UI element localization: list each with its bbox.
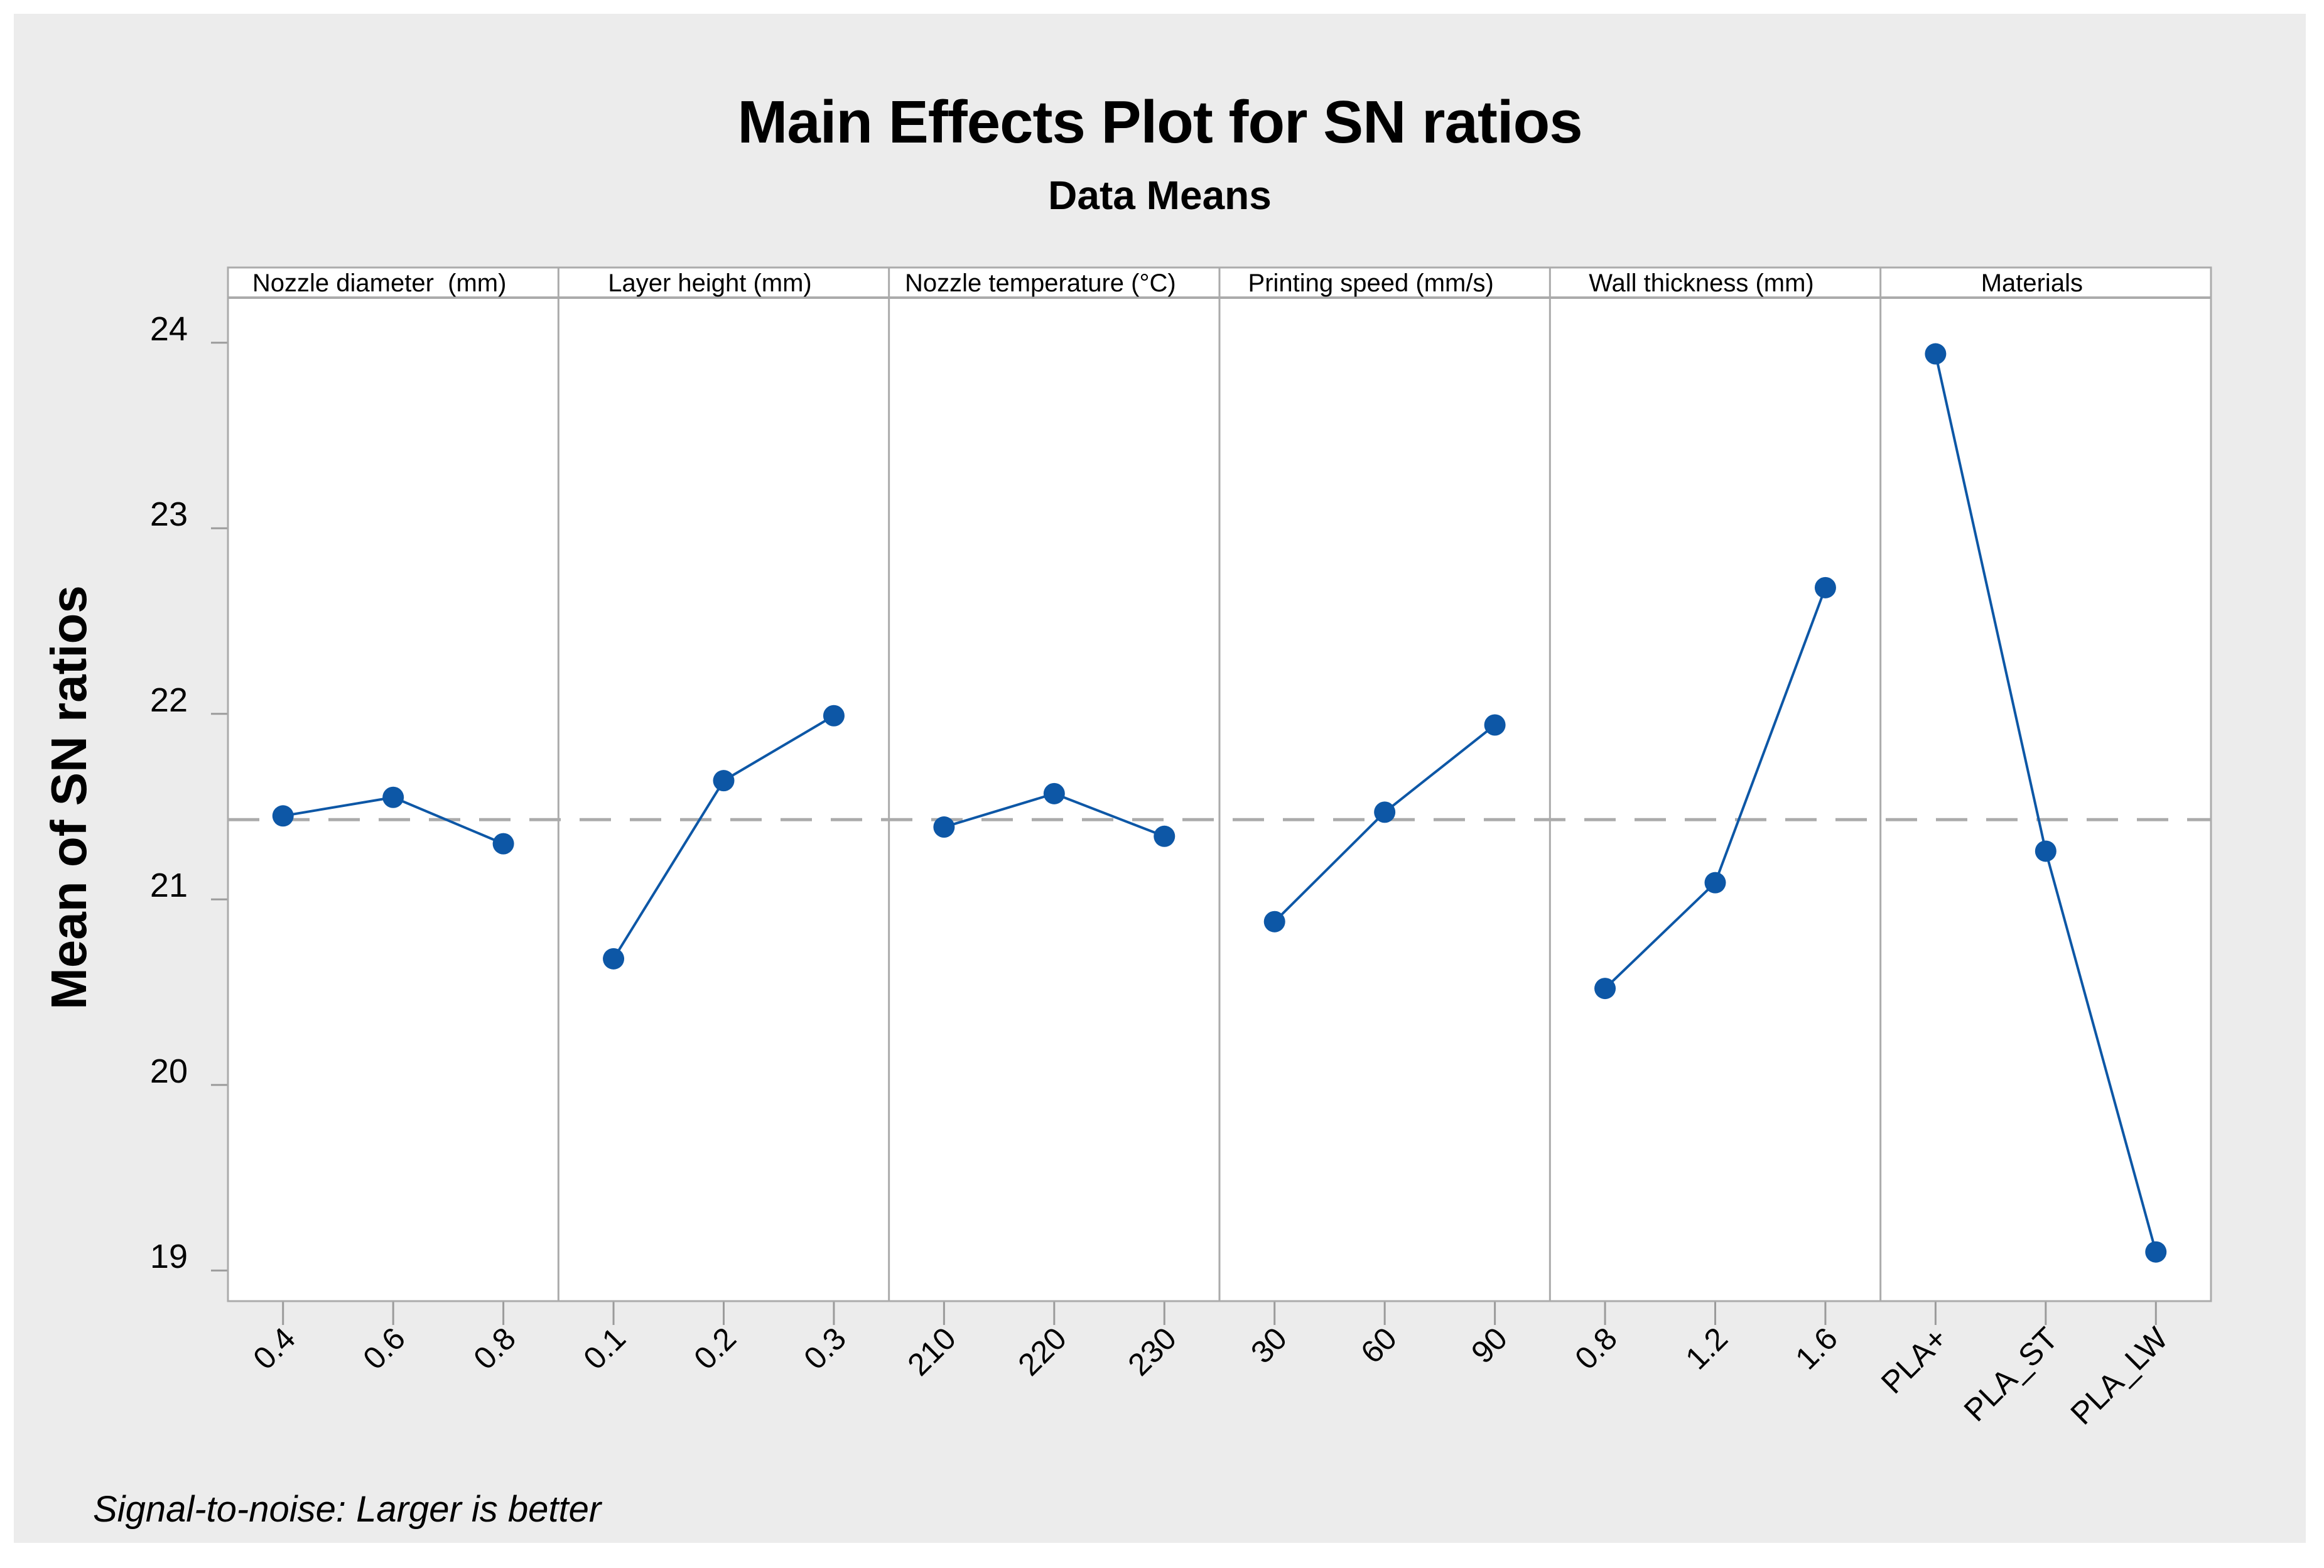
y-tick-label: 23 (149, 495, 188, 534)
data-point (1154, 825, 1176, 847)
panel-header: Printing speed (mm/s) (1248, 269, 1494, 297)
main-effects-plot-figure: Main Effects Plot for SN ratios Data Mea… (14, 14, 2306, 1543)
footnote: Signal-to-noise: Larger is better (93, 1489, 602, 1530)
panel-header: Nozzle temperature (°C) (904, 269, 1176, 297)
data-point (1814, 576, 1836, 598)
y-tick-label: 19 (149, 1238, 188, 1276)
chart-title: Main Effects Plot for SN ratios (737, 89, 1582, 156)
data-point (1263, 911, 1285, 933)
panel-header: Nozzle diameter (mm) (252, 269, 507, 297)
data-point (272, 805, 294, 827)
data-point (713, 770, 735, 792)
data-point (1925, 343, 1947, 365)
panel-header: Materials (1981, 269, 2083, 297)
y-tick-label: 21 (149, 867, 188, 905)
y-tick-label: 24 (149, 310, 188, 348)
plot-area (211, 266, 2212, 1325)
data-point (2145, 1241, 2167, 1263)
data-point (1594, 978, 1616, 1000)
data-point (603, 948, 625, 970)
data-point (382, 786, 404, 808)
plot-frame (227, 266, 2212, 1302)
data-point (492, 833, 514, 855)
y-tick-label: 20 (149, 1052, 188, 1090)
data-point (1374, 801, 1396, 823)
data-point (1043, 782, 1065, 804)
panel-header: Wall thickness (mm) (1589, 269, 1814, 297)
panel-header: Layer height (mm) (608, 269, 812, 297)
data-point (823, 705, 845, 727)
data-point (1704, 872, 1726, 894)
data-point (933, 816, 955, 838)
data-point (2035, 840, 2056, 862)
y-tick-label: 22 (149, 681, 188, 719)
data-point (1484, 714, 1506, 736)
chart-subtitle: Data Means (1048, 173, 1272, 218)
